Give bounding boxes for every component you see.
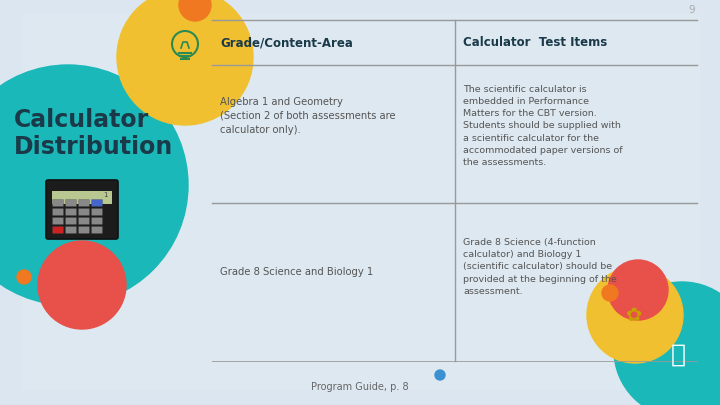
Text: ✿: ✿ xyxy=(626,305,642,324)
Text: Program Guide, p. 8: Program Guide, p. 8 xyxy=(311,382,409,392)
FancyBboxPatch shape xyxy=(66,226,76,234)
FancyBboxPatch shape xyxy=(22,15,700,390)
FancyBboxPatch shape xyxy=(53,226,63,234)
FancyBboxPatch shape xyxy=(52,191,112,204)
Text: 👍: 👍 xyxy=(670,343,685,367)
Circle shape xyxy=(179,0,211,21)
Text: 1: 1 xyxy=(104,192,108,198)
Circle shape xyxy=(587,267,683,363)
Circle shape xyxy=(17,270,31,284)
FancyBboxPatch shape xyxy=(91,226,102,234)
FancyBboxPatch shape xyxy=(53,209,63,215)
Circle shape xyxy=(614,282,720,405)
FancyBboxPatch shape xyxy=(46,180,118,239)
Text: 9: 9 xyxy=(688,5,695,15)
Text: Algebra 1 and Geometry
(Section 2 of both assessments are
calculator only).: Algebra 1 and Geometry (Section 2 of bot… xyxy=(220,97,395,135)
FancyBboxPatch shape xyxy=(66,217,76,224)
Circle shape xyxy=(602,285,618,301)
Text: Grade/Content-Area: Grade/Content-Area xyxy=(220,36,353,49)
FancyBboxPatch shape xyxy=(78,226,89,234)
FancyBboxPatch shape xyxy=(66,209,76,215)
Text: Grade 8 Science and Biology 1: Grade 8 Science and Biology 1 xyxy=(220,267,373,277)
FancyBboxPatch shape xyxy=(91,200,102,207)
Text: Distribution: Distribution xyxy=(14,135,174,159)
Text: Grade 8 Science (4-function
calculator) and Biology 1
(scientific calculator) sh: Grade 8 Science (4-function calculator) … xyxy=(463,238,617,296)
Text: Calculator  Test Items: Calculator Test Items xyxy=(463,36,607,49)
Circle shape xyxy=(117,0,253,125)
Circle shape xyxy=(608,260,668,320)
FancyBboxPatch shape xyxy=(53,200,63,207)
Circle shape xyxy=(0,65,188,305)
FancyBboxPatch shape xyxy=(78,217,89,224)
FancyBboxPatch shape xyxy=(91,217,102,224)
Circle shape xyxy=(38,241,126,329)
FancyBboxPatch shape xyxy=(66,200,76,207)
Circle shape xyxy=(435,370,445,380)
FancyBboxPatch shape xyxy=(78,209,89,215)
FancyBboxPatch shape xyxy=(78,200,89,207)
Text: Calculator: Calculator xyxy=(14,108,149,132)
FancyBboxPatch shape xyxy=(91,209,102,215)
FancyBboxPatch shape xyxy=(53,217,63,224)
Text: The scientific calculator is
embedded in Performance
Matters for the CBT version: The scientific calculator is embedded in… xyxy=(463,85,623,167)
